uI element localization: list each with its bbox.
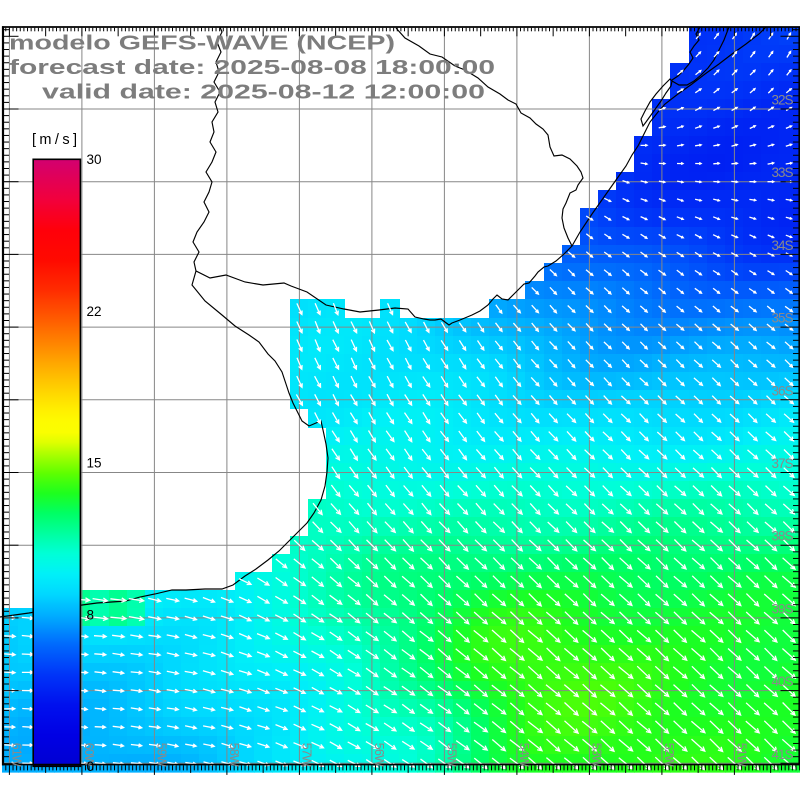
svg-text:58W: 58W xyxy=(227,743,241,767)
svg-text:34S: 34S xyxy=(771,238,793,253)
svg-text:35S: 35S xyxy=(771,311,793,326)
svg-text:60W: 60W xyxy=(82,743,96,767)
svg-text:30: 30 xyxy=(87,152,102,167)
svg-text:forecast date: 2025-08-08 18:0: forecast date: 2025-08-08 18:00:00 xyxy=(9,57,495,79)
svg-text:22: 22 xyxy=(87,304,102,319)
svg-text:57W: 57W xyxy=(300,743,314,767)
svg-text:36S: 36S xyxy=(771,383,793,398)
svg-text:37S: 37S xyxy=(771,456,793,471)
svg-text:15: 15 xyxy=(87,456,102,471)
svg-text:33S: 33S xyxy=(771,165,793,180)
svg-text:56W: 56W xyxy=(372,743,386,767)
svg-text:32S: 32S xyxy=(771,93,793,108)
svg-text:39S: 39S xyxy=(771,601,793,616)
svg-text:51W: 51W xyxy=(735,743,749,767)
svg-text:52W: 52W xyxy=(662,743,676,767)
svg-text:59W: 59W xyxy=(155,743,169,767)
svg-text:[m/s]: [m/s] xyxy=(32,132,77,148)
svg-text:valid date: 2025-08-12 12:00:0: valid date: 2025-08-12 12:00:00 xyxy=(42,82,485,104)
svg-text:61W: 61W xyxy=(10,743,24,767)
svg-text:0: 0 xyxy=(87,759,95,774)
svg-text:8: 8 xyxy=(87,607,95,622)
svg-text:54W: 54W xyxy=(517,743,531,767)
svg-text:55W: 55W xyxy=(445,743,459,767)
svg-text:41S: 41S xyxy=(771,747,793,762)
svg-text:53W: 53W xyxy=(590,743,604,767)
svg-text:38S: 38S xyxy=(771,529,793,544)
svg-text:40S: 40S xyxy=(771,674,793,689)
svg-text:modelo GEFS-WAVE (NCEP): modelo GEFS-WAVE (NCEP) xyxy=(9,33,395,55)
